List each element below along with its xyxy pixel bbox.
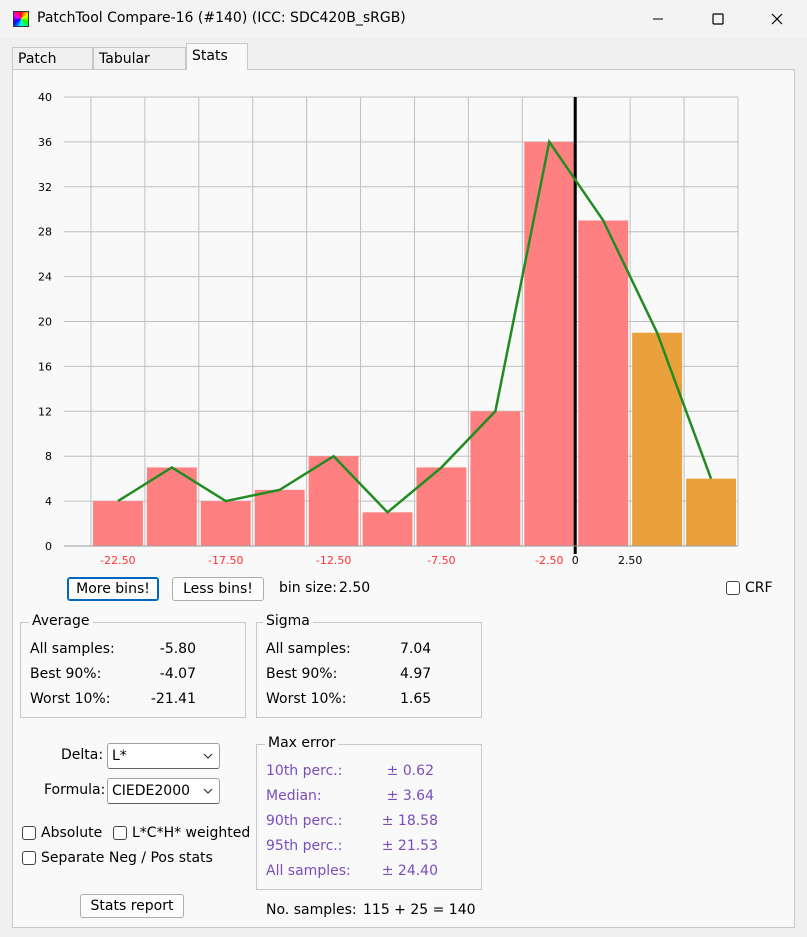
max-error-title: Max error	[265, 735, 339, 751]
samples-value: 115 + 25 = 140	[363, 902, 476, 918]
bin-size-value: 2.50	[339, 580, 371, 596]
formula-select[interactable]: CIEDE2000	[107, 778, 220, 804]
median-value: ± 3.64	[386, 788, 434, 804]
sigma-group: Sigma	[256, 613, 482, 718]
sigma-best-value: 4.97	[400, 666, 432, 682]
tab-patch-view[interactable]: Patch view	[12, 47, 93, 89]
crf-label: CRF	[745, 580, 773, 596]
histogram-bar	[92, 501, 143, 546]
delta-select-value: L*	[112, 748, 127, 764]
window-title: PatchTool Compare-16 (#140) (ICC: SDC420…	[37, 10, 406, 26]
app-icon	[13, 11, 29, 27]
bin-size-label: bin size:	[279, 580, 337, 596]
average-group: Average	[20, 613, 246, 718]
x-tick-label: -2.50	[535, 554, 563, 567]
absolute-label: Absolute	[41, 825, 103, 841]
avg-all-label: All samples:	[30, 641, 115, 657]
sigma-all-value: 7.04	[400, 641, 432, 657]
median-label: Median:	[266, 788, 322, 804]
delta-select[interactable]: L*	[107, 743, 220, 769]
less-bins-button[interactable]: Less bins!	[172, 577, 264, 601]
sigma-all-label: All samples:	[266, 641, 351, 657]
perc90-label: 90th perc.:	[266, 813, 343, 829]
samples-label: No. samples:	[266, 902, 357, 918]
y-tick-label: 32	[38, 181, 52, 194]
lch-weighted-checkbox[interactable]	[113, 826, 127, 840]
more-bins-button[interactable]: More bins!	[67, 577, 159, 601]
avg-worst-label: Worst 10%:	[30, 691, 111, 707]
avg-best-value: -4.07	[159, 666, 196, 682]
sigma-worst-value: 1.65	[400, 691, 432, 707]
perc10-label: 10th perc.:	[266, 763, 343, 779]
histogram-bar	[200, 501, 251, 546]
x-tick-label: -12.50	[316, 554, 351, 567]
avg-best-label: Best 90%:	[30, 666, 102, 682]
histogram-bar	[254, 489, 305, 546]
histogram-bar	[146, 467, 197, 546]
sigma-worst-label: Worst 10%:	[266, 691, 347, 707]
maximize-icon	[712, 13, 724, 25]
y-tick-label: 40	[38, 91, 52, 104]
sigma-best-label: Best 90%:	[266, 666, 338, 682]
lch-weighted-label: L*C*H* weighted	[132, 825, 251, 841]
title-bar: PatchTool Compare-16 (#140) (ICC: SDC420…	[0, 0, 807, 38]
distribution-line	[117, 138, 713, 515]
crf-checkbox[interactable]	[726, 581, 740, 595]
y-tick-label: 8	[45, 450, 52, 463]
perc95-value: ± 21.53	[381, 838, 438, 854]
x-tick-label: -22.50	[100, 554, 135, 567]
histogram-bar	[524, 141, 575, 546]
perc10-value: ± 0.62	[386, 763, 434, 779]
sigma-title: Sigma	[263, 613, 313, 629]
y-tick-label: 4	[45, 495, 52, 508]
chevron-down-icon	[203, 744, 213, 776]
separate-stats-label: Separate Neg / Pos stats	[41, 850, 213, 866]
x-tick-label: 0	[572, 554, 579, 567]
histogram-chart: 0 4 8 12 16 20 24 28 32 36 40 -22.50 -17.50 -12.50 -7.…	[18, 83, 778, 569]
y-tick-label: 16	[38, 360, 52, 373]
y-tick-label: 28	[38, 226, 52, 239]
tab-stats[interactable]: Stats	[186, 43, 248, 70]
separate-stats-checkbox[interactable]	[22, 851, 36, 865]
perc95-label: 95th perc.:	[266, 838, 343, 854]
histogram-svg: 0 4 8 12 16 20 24 28 32 36 40 -22.50 -17.50 -12.50 -7.…	[38, 91, 739, 567]
max-all-label: All samples:	[266, 863, 351, 879]
histogram-bar	[470, 411, 521, 546]
x-tick-label: -17.50	[208, 554, 243, 567]
stats-report-button[interactable]: Stats report	[80, 894, 184, 918]
y-tick-label: 0	[45, 540, 52, 553]
y-tick-label: 36	[38, 136, 52, 149]
formula-label: Formula:	[44, 782, 106, 798]
close-icon	[771, 13, 783, 25]
max-all-value: ± 24.40	[381, 863, 438, 879]
perc90-value: ± 18.58	[381, 813, 438, 829]
tab-tabular-data[interactable]: Tabular data	[93, 47, 186, 89]
max-error-group: Max error	[256, 735, 482, 890]
formula-select-value: CIEDE2000	[112, 783, 191, 799]
maximize-button[interactable]	[688, 0, 748, 38]
histogram-bar	[578, 220, 629, 546]
avg-all-value: -5.80	[159, 641, 196, 657]
y-tick-label: 24	[38, 271, 52, 284]
absolute-checkbox[interactable]	[22, 826, 36, 840]
chevron-down-icon	[203, 779, 213, 811]
minimize-button[interactable]	[628, 0, 688, 38]
minimize-icon	[653, 18, 663, 20]
histogram-bar	[632, 332, 683, 546]
x-tick-label: -7.50	[427, 554, 455, 567]
y-tick-label: 12	[38, 405, 52, 418]
delta-label: Delta:	[61, 747, 104, 763]
histogram-bar	[308, 456, 359, 546]
average-title: Average	[29, 613, 93, 629]
histogram-bar	[686, 478, 736, 546]
histogram-bar	[362, 512, 413, 546]
avg-worst-value: -21.41	[150, 691, 196, 707]
x-tick-label: 2.50	[618, 554, 643, 567]
close-button[interactable]	[747, 0, 807, 38]
y-tick-label: 20	[38, 316, 52, 329]
histogram-bar	[416, 467, 467, 546]
